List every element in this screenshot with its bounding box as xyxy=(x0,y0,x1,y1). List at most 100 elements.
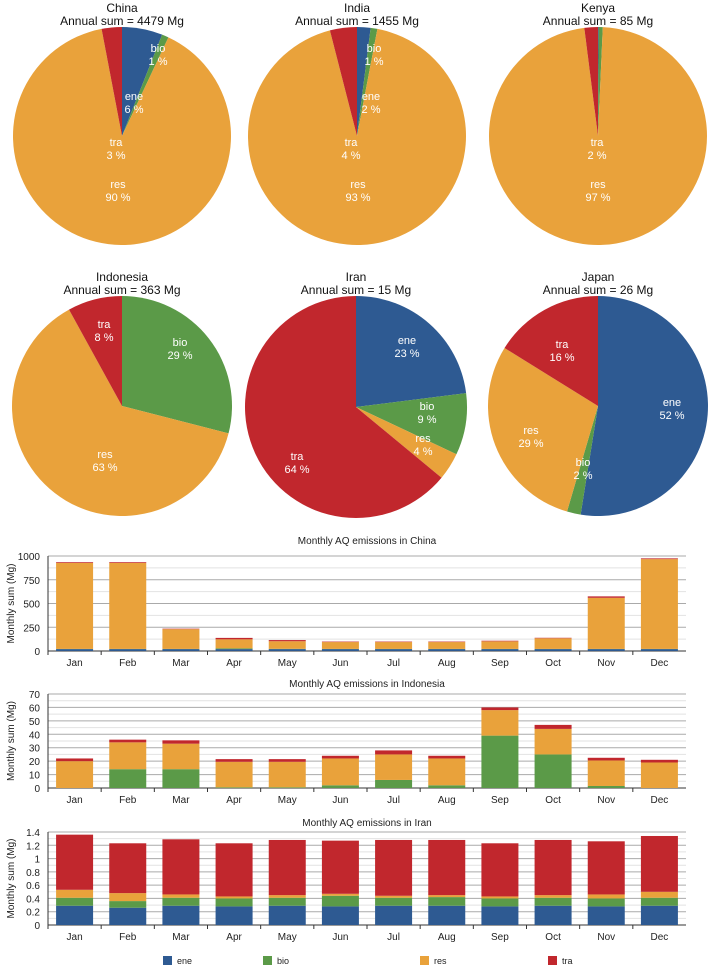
x-tick-label: Feb xyxy=(119,795,137,806)
pie-slice-label: res xyxy=(590,179,606,191)
bar-segment-ene xyxy=(268,649,306,651)
pie-slice-percent: 8 % xyxy=(95,332,114,344)
bar-segment-bio xyxy=(375,897,413,906)
pie-slice-percent: 16 % xyxy=(549,352,574,364)
y-tick-label: 0 xyxy=(34,647,40,658)
pie-slice-percent: 23 % xyxy=(394,348,419,360)
x-tick-label: May xyxy=(278,932,297,943)
bar-segment-ene xyxy=(481,906,519,925)
x-tick-label: Nov xyxy=(597,795,615,806)
bar-segment-ene xyxy=(375,905,413,925)
y-tick-label: 1000 xyxy=(18,552,41,563)
bar-segment-res xyxy=(481,641,519,649)
x-tick-label: Nov xyxy=(597,658,615,669)
legend-label-tra: tra xyxy=(562,956,573,966)
x-tick-label: Aug xyxy=(438,932,456,943)
pie-slice-percent: 2 % xyxy=(362,104,381,116)
bar-segment-tra xyxy=(215,843,253,897)
bar-segment-ene xyxy=(534,649,572,651)
pie-title: Iran xyxy=(346,270,367,284)
pie-slice-res xyxy=(356,407,457,478)
pie-title: Japan xyxy=(582,270,615,284)
bar-segment-bio xyxy=(215,648,253,650)
pie-slice-percent: 1 % xyxy=(365,56,384,68)
pie-slice-percent: 2 % xyxy=(588,150,607,162)
bar-segment-ene xyxy=(587,906,625,925)
bar-segment-tra xyxy=(321,840,359,894)
pie-slice-tra xyxy=(244,296,442,518)
bar-segment-tra xyxy=(162,740,200,744)
bar-segment-res xyxy=(375,642,413,649)
pie-slice-bio xyxy=(122,34,169,137)
x-tick-label: Sep xyxy=(491,795,509,806)
pie-slice-label: tra xyxy=(591,137,605,149)
bar-segment-tra xyxy=(428,755,466,759)
pie-subtitle: Annual sum = 26 Mg xyxy=(543,283,653,297)
x-tick-label: Aug xyxy=(438,658,456,669)
x-tick-label: Jul xyxy=(387,795,400,806)
pie-slice-label: res xyxy=(415,433,431,445)
legend-swatch-bio xyxy=(263,956,272,965)
y-tick-label: 0.4 xyxy=(26,894,40,905)
pie-slice-percent: 29 % xyxy=(518,438,543,450)
x-tick-label: Nov xyxy=(597,932,615,943)
bar-segment-res xyxy=(162,743,200,770)
x-tick-label: Apr xyxy=(226,658,242,669)
pie-slice-percent: 97 % xyxy=(585,192,610,204)
bar-segment-bio xyxy=(587,785,625,788)
pie-slice-percent: 1 % xyxy=(149,56,168,68)
bar-segment-tra xyxy=(587,757,625,761)
bar-segment-res xyxy=(162,629,200,649)
y-tick-label: 500 xyxy=(23,600,40,611)
bar-segment-ene xyxy=(268,905,306,925)
x-tick-label: Sep xyxy=(491,932,509,943)
pie-slice-bio xyxy=(567,406,598,515)
bar-segment-ene xyxy=(587,649,625,651)
bar-segment-res xyxy=(428,758,466,786)
bar-segment-ene xyxy=(428,905,466,925)
bar-segment-tra xyxy=(375,750,413,755)
bar-segment-tra xyxy=(587,596,625,598)
bar-segment-ene xyxy=(162,905,200,925)
bar-segment-ene xyxy=(428,649,466,651)
bar-segment-res xyxy=(56,562,94,649)
bar-segment-res xyxy=(109,742,147,770)
x-tick-label: Feb xyxy=(119,932,137,943)
bar-chart-1: Monthly AQ emissions in Indonesia 0 10 20 30… xyxy=(6,679,686,806)
pie-subtitle: Annual sum = 4479 Mg xyxy=(60,14,184,28)
y-tick-label: 60 xyxy=(29,703,41,714)
bar-segment-res xyxy=(215,761,253,788)
legend-swatch-tra xyxy=(548,956,557,965)
pie-slice-percent: 93 % xyxy=(345,192,370,204)
bar-segment-bio xyxy=(481,898,519,907)
bar-chart-title: Monthly AQ emissions in Indonesia xyxy=(289,679,445,690)
y-tick-label: 750 xyxy=(23,576,40,587)
y-tick-label: 0.6 xyxy=(26,881,40,892)
bar-segment-tra xyxy=(481,640,519,642)
bar-segment-res xyxy=(268,895,306,898)
pie-slice-tra xyxy=(504,296,598,406)
y-tick-label: 0.2 xyxy=(26,908,40,919)
bar-segment-res xyxy=(268,641,306,649)
bar-segment-tra xyxy=(481,843,519,897)
pie-slice-res xyxy=(488,27,707,246)
bar-segment-ene xyxy=(109,649,147,651)
pie-slice-percent: 90 % xyxy=(105,192,130,204)
bar-segment-tra xyxy=(109,739,147,743)
bar-segment-tra xyxy=(587,841,625,895)
x-tick-label: Oct xyxy=(545,932,561,943)
pie-slice-label: ene xyxy=(663,397,681,409)
pie-slice-label: bio xyxy=(151,43,166,55)
x-tick-label: Sep xyxy=(491,658,509,669)
bar-chart-title: Monthly AQ emissions in China xyxy=(298,536,437,547)
bar-segment-ene xyxy=(481,649,519,651)
bar-segment-ene xyxy=(56,649,94,651)
x-tick-label: Dec xyxy=(651,795,669,806)
pie-slice-label: ene xyxy=(398,335,416,347)
y-tick-label: 50 xyxy=(29,717,41,728)
bar-segment-ene xyxy=(109,907,147,925)
